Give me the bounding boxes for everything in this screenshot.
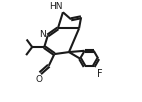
Text: HN: HN	[49, 2, 62, 11]
Text: O: O	[36, 75, 43, 84]
Text: N: N	[39, 30, 46, 39]
Text: F: F	[97, 69, 102, 79]
